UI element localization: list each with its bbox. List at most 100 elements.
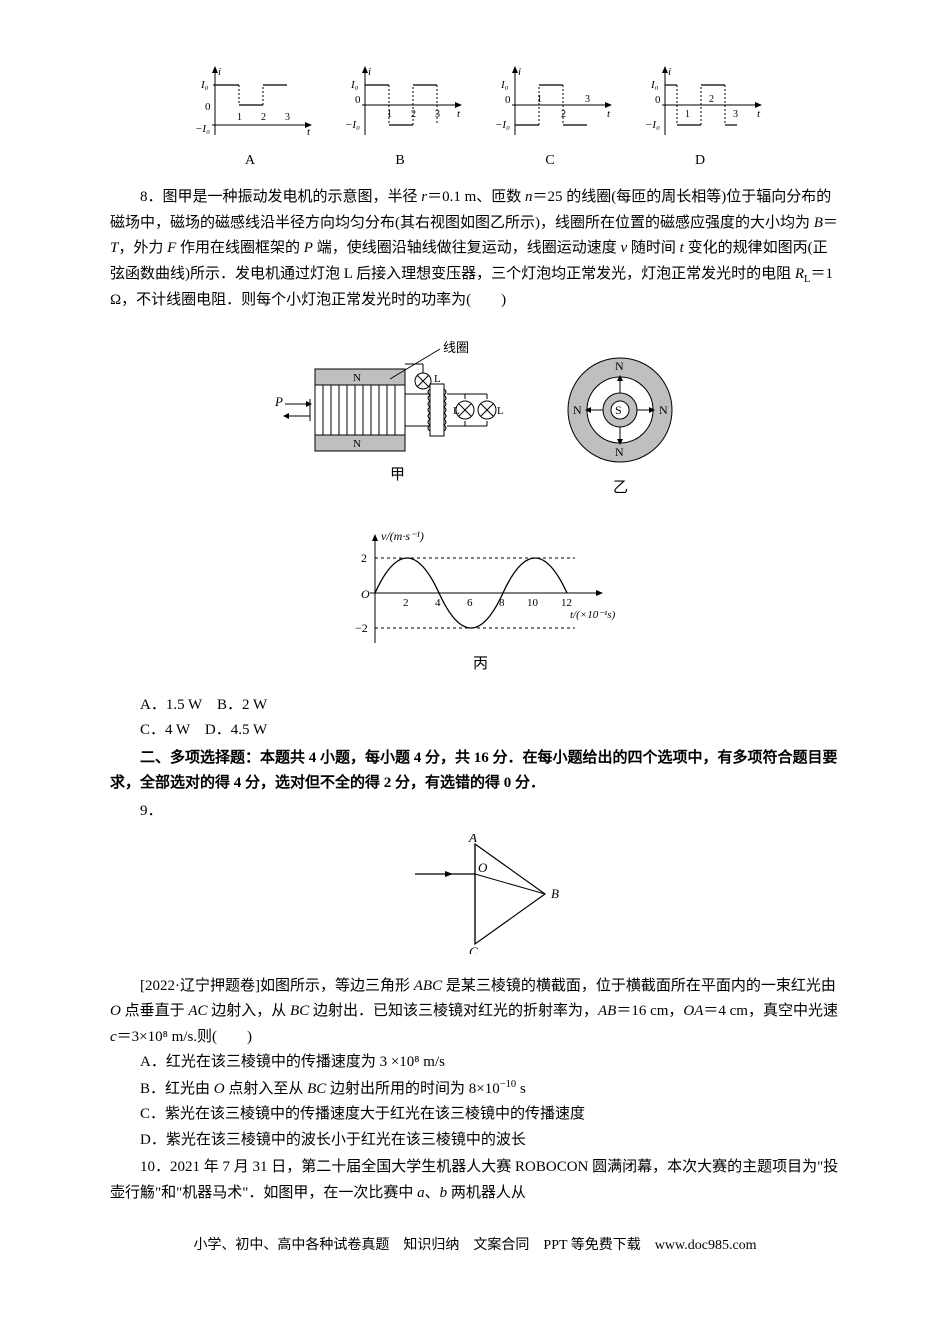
label-l-top: L — [434, 373, 441, 385]
text: 边射入，从 — [208, 1003, 291, 1019]
label-l2: L — [453, 405, 460, 417]
svg-text:i: i — [368, 66, 371, 78]
opt-d: D．4.5 W — [205, 722, 267, 738]
text: 两机器人从 — [447, 1185, 526, 1201]
text: 、 — [425, 1185, 440, 1201]
q8-options-cd: C．4 W D．4.5 W — [110, 718, 840, 744]
caption-yi: 乙 — [613, 480, 628, 496]
label-p: P — [274, 394, 283, 409]
text: 随时间 — [627, 240, 680, 256]
graph-label-b: B — [395, 153, 404, 168]
q8-text: 8．图甲是一种振动发电机的示意图，半径 r＝0.1 m、匝数 n＝25 的线圈(… — [110, 185, 840, 314]
q9-number-line: 9． — [110, 799, 840, 825]
label-s: S — [615, 403, 622, 417]
q7-answer-graphs: i I₀ 0 −I₀ 1 2 3 t A i I₀ 0 −I₀ — [110, 60, 840, 170]
coil-label: 线圈 — [443, 340, 469, 355]
page-footer: 小学、初中、高中各种试卷真题 知识归纳 文案合同 PPT 等免费下载 www.d… — [110, 1234, 840, 1258]
svg-text:I₀: I₀ — [650, 79, 659, 91]
opt-a: A．1.5 W — [140, 697, 202, 713]
svg-text:12: 12 — [561, 597, 572, 609]
graph-b: i I₀ 0 −I₀ 1 2 3 t B — [335, 60, 465, 170]
label-b: B — [551, 886, 559, 901]
var: ABC — [414, 978, 442, 994]
q8-options-ab: A．1.5 W B．2 W — [110, 693, 840, 719]
graph-label-c: C — [545, 153, 554, 168]
var: BC — [290, 1003, 309, 1019]
svg-text:2: 2 — [261, 112, 266, 123]
caption-jia: 甲 — [390, 467, 405, 483]
q9-opt-b: B．红光由 O 点射入至从 BC 边射出所用的时间为 8×10−10 s — [110, 1076, 840, 1103]
caption-bing: 丙 — [473, 656, 488, 672]
svg-text:I₀: I₀ — [500, 79, 509, 91]
var: OA — [683, 1003, 703, 1019]
text: ＝ — [823, 215, 838, 231]
svg-text:t: t — [607, 108, 611, 120]
var: P — [304, 240, 313, 256]
q9-diagram: A O B C — [110, 834, 840, 964]
q8-diagram-bing: v/(m·s⁻¹) 2 O −2 2 4 6 8 10 12 t/(×10⁻¹s… — [110, 523, 840, 683]
svg-text:0: 0 — [505, 94, 511, 106]
text: ＝3×10⁸ m/s.则( ) — [117, 1029, 252, 1045]
svg-text:3: 3 — [733, 109, 738, 120]
var: O — [110, 1003, 121, 1019]
svg-text:−I₀: −I₀ — [645, 119, 660, 131]
svg-text:2: 2 — [709, 94, 714, 105]
var: F — [167, 240, 176, 256]
svg-text:t: t — [307, 126, 311, 138]
var: n — [525, 189, 533, 205]
label-n-yi4: N — [659, 403, 668, 417]
text: 端，使线圈沿轴线做往复运动，线圈运动速度 — [313, 240, 621, 256]
svg-text:i: i — [218, 66, 221, 78]
graph-d: i I₀ 0 −I₀ 1 2 3 t D — [635, 60, 765, 170]
svg-text:−I₀: −I₀ — [495, 119, 510, 131]
svg-text:I₀: I₀ — [350, 79, 359, 91]
text: ＝4 cm，真空中光速 — [703, 1003, 838, 1019]
svg-text:I₀: I₀ — [200, 79, 209, 91]
svg-text:i: i — [518, 66, 521, 78]
q9-text: [2022·辽宁押题卷]如图所示，等边三角形 ABC 是某三棱镜的横截面，位于横… — [110, 974, 840, 1051]
text: 是某三棱镜的横截面，位于横截面所在平面内的一束红光由 — [442, 978, 836, 994]
svg-text:O: O — [361, 587, 370, 601]
label-c: C — [469, 944, 478, 954]
label-n-yi2: N — [615, 445, 624, 459]
section2-title: 二、多项选择题：本题共 4 小题，每小题 4 分，共 16 分．在每小题给出的四… — [110, 746, 840, 797]
q9-source: [2022·辽宁押题卷] — [140, 978, 260, 994]
text: 图甲是一种振动发电机的示意图，半径 — [163, 189, 422, 205]
q9-opt-a: A．红光在该三棱镜中的传播速度为 3 ×10⁸ m/s — [110, 1050, 840, 1076]
graph-label-a: A — [245, 153, 256, 168]
text: 点垂直于 — [121, 1003, 189, 1019]
text: 作用在线圈框架的 — [176, 240, 304, 256]
label-n-bottom: N — [353, 438, 361, 450]
var: R — [795, 266, 804, 282]
q9-number: 9． — [140, 803, 163, 819]
graph-label-d: D — [695, 153, 705, 168]
text: 边射出．已知该三棱镜对红光的折射率为， — [309, 1003, 598, 1019]
svg-text:1: 1 — [237, 112, 242, 123]
svg-text:1: 1 — [685, 109, 690, 120]
var: AB — [598, 1003, 616, 1019]
q9-opt-d: D．紫光在该三棱镜中的波长小于红光在该三棱镜中的波长 — [110, 1128, 840, 1154]
text: ，外力 — [118, 240, 167, 256]
label-n-yi3: N — [573, 403, 582, 417]
label-n-yi: N — [615, 359, 624, 373]
graph-c: i I₀ 0 −I₀ 1 2 3 t C — [485, 60, 615, 170]
label-o: O — [478, 860, 488, 875]
text: 如图所示，等边三角形 — [260, 978, 414, 994]
q10-number: 10． — [140, 1159, 170, 1175]
var: a — [417, 1185, 425, 1201]
q10-text: 10．2021 年 7 月 31 日，第二十届全国大学生机器人大赛 ROBOCO… — [110, 1155, 840, 1206]
q8-diagram-jia-yi: P N N — [110, 324, 840, 514]
label-l3: L — [497, 405, 504, 417]
svg-text:i: i — [668, 66, 671, 78]
svg-text:10: 10 — [527, 597, 539, 609]
var: B — [814, 215, 823, 231]
opt-c: C．4 W — [140, 722, 190, 738]
graph-a: i I₀ 0 −I₀ 1 2 3 t A — [185, 60, 315, 170]
svg-text:t: t — [457, 108, 461, 120]
svg-text:0: 0 — [205, 101, 211, 113]
svg-text:4: 4 — [435, 597, 441, 609]
q8-number: 8． — [140, 189, 163, 205]
y-label: v/(m·s⁻¹) — [381, 529, 424, 543]
svg-text:2: 2 — [411, 109, 416, 120]
svg-text:2: 2 — [361, 551, 367, 565]
